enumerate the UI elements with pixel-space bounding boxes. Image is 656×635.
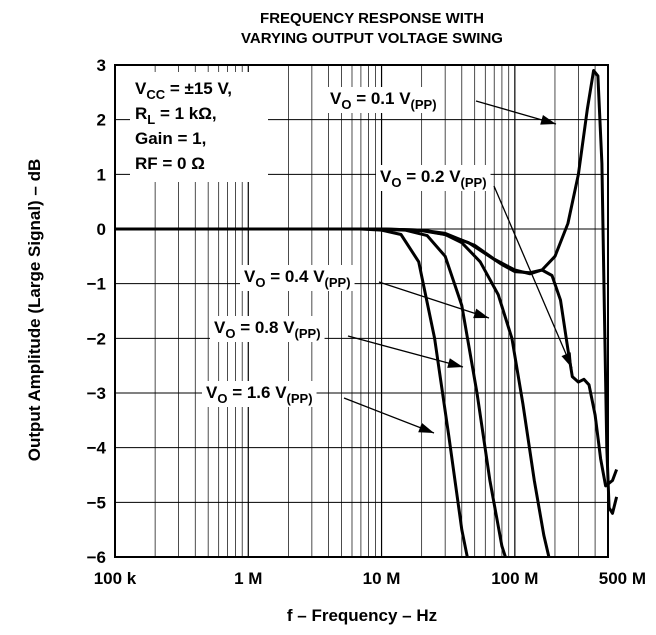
- series-leader-line: [493, 185, 573, 369]
- chart-title-line-2: VARYING OUTPUT VOLTAGE SWING: [241, 30, 503, 47]
- y-tick-label: −5: [87, 493, 106, 512]
- series-arrowhead: [561, 352, 572, 368]
- x-tick-label: 100 M: [491, 569, 538, 588]
- series-arrowhead: [418, 422, 434, 433]
- y-axis-label: Output Amplitude (Large Signal) – dB: [25, 159, 44, 462]
- series-label-background: [376, 165, 491, 191]
- series-label-background: [202, 381, 317, 407]
- series-line-5: [115, 227, 469, 558]
- series-label-3: VO = 0.4 V(PP): [244, 267, 351, 290]
- x-tick-label: 100 k: [94, 569, 137, 588]
- series-curves: [115, 69, 619, 558]
- y-tick-label: −4: [87, 439, 107, 458]
- condition-line: VCC = ±15 V,: [135, 79, 232, 102]
- condition-line: Gain = 1,: [135, 129, 206, 148]
- series-annotations: VO = 0.1 V(PP) VO = 0.2 V(PP) VO = 0.4 V(P…: [202, 87, 573, 434]
- series-label-background: [210, 316, 325, 342]
- series-leader-line: [378, 281, 490, 319]
- series-arrowhead: [447, 358, 463, 368]
- y-tick-label: 0: [97, 220, 106, 239]
- x-tick-labels: 100 k 1 M 10 M 100 M 500 M: [94, 569, 646, 588]
- series-arrowhead: [540, 115, 556, 125]
- y-tick-label: 3: [97, 56, 106, 75]
- y-tick-label: 1: [97, 165, 106, 184]
- conditions-background: [130, 72, 268, 182]
- series-line-2: [115, 227, 619, 488]
- series-arrowhead: [473, 308, 489, 319]
- series-label-background: [240, 265, 355, 291]
- y-tick-label: −2: [87, 329, 106, 348]
- plot-frame: [114, 64, 609, 558]
- x-axis-label: f – Frequency – Hz: [287, 606, 437, 625]
- series-label-1: VO = 0.1 V(PP): [330, 89, 437, 112]
- series-label-2: VO = 0.2 V(PP): [380, 167, 487, 190]
- y-tick-label: 2: [97, 111, 106, 130]
- x-tick-label: 1 M: [234, 569, 262, 588]
- series-line-4: [115, 227, 507, 558]
- series-label-background: [326, 87, 441, 113]
- condition-line: RL = 1 kΩ,: [135, 104, 217, 127]
- condition-line: RF = 0 Ω: [135, 154, 205, 173]
- x-tick-label: 500 M: [599, 569, 646, 588]
- y-tick-labels: 3 2 1 0 −1 −2 −3 −4 −5 −6: [87, 56, 107, 567]
- chart-title-line-1: FREQUENCY RESPONSE WITH: [260, 10, 484, 27]
- series-leader-line: [347, 335, 464, 368]
- series-label-5: VO = 1.6 V(PP): [206, 383, 313, 406]
- y-tick-label: −6: [87, 548, 106, 567]
- y-tick-label: −3: [87, 384, 106, 403]
- x-tick-label: 10 M: [363, 569, 401, 588]
- series-leader-line: [343, 397, 435, 434]
- series-line-3: [115, 227, 551, 558]
- y-tick-label: −1: [87, 275, 106, 294]
- test-conditions: VCC = ±15 V,RL = 1 kΩ, Gain = 1, RF = 0 Ω: [130, 72, 268, 182]
- series-label-4: VO = 0.8 V(PP): [214, 318, 321, 341]
